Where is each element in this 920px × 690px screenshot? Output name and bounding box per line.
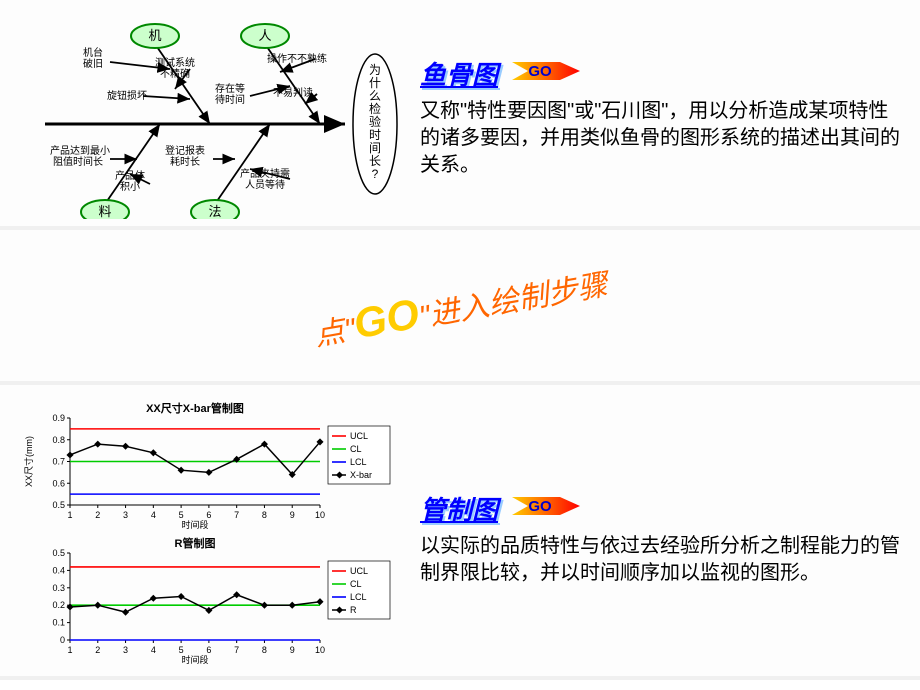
svg-text:检: 检 <box>369 101 381 116</box>
svg-text:9: 9 <box>290 510 295 520</box>
svg-text:10: 10 <box>315 645 325 655</box>
instruction-post: "进入绘制步骤 <box>416 268 609 334</box>
svg-text:登记报表: 登记报表 <box>165 144 205 157</box>
svg-text:么: 么 <box>369 89 381 103</box>
svg-text:0.2: 0.2 <box>52 600 65 610</box>
svg-text:0.6: 0.6 <box>52 478 65 488</box>
svg-text:3: 3 <box>123 510 128 520</box>
control-chart-panel: XX尺寸X-bar管制图0.50.60.70.80.912345678910时间… <box>0 385 920 680</box>
svg-text:机: 机 <box>148 28 161 43</box>
svg-text:0.4: 0.4 <box>52 565 65 575</box>
svg-text:为: 为 <box>369 63 381 77</box>
svg-text:1: 1 <box>67 645 72 655</box>
instruction-pre: 点" <box>312 312 358 352</box>
instruction-go: GO <box>350 289 423 347</box>
svg-text:7: 7 <box>234 645 239 655</box>
control-chart-description: 以实际的品质特性与依过去经验所分析之制程能力的管制界限比较，并以时间顺序加以监视… <box>420 533 900 587</box>
svg-text:产品夹持需: 产品夹持需 <box>240 167 290 180</box>
svg-text:X-bar: X-bar <box>350 470 372 480</box>
svg-text:?: ? <box>372 167 379 181</box>
svg-text:CL: CL <box>350 444 362 454</box>
svg-text:人: 人 <box>258 28 271 43</box>
svg-text:待时间: 待时间 <box>215 93 245 106</box>
svg-text:0.9: 0.9 <box>52 413 65 423</box>
control-chart-title: 管制图 <box>420 490 498 527</box>
svg-text:8: 8 <box>262 510 267 520</box>
control-charts: XX尺寸X-bar管制图0.50.60.70.80.912345678910时间… <box>20 400 400 670</box>
svg-text:LCL: LCL <box>350 457 367 467</box>
instruction-text: 点"GO"进入绘制步骤 <box>310 256 610 355</box>
svg-text:1: 1 <box>67 510 72 520</box>
svg-text:0: 0 <box>60 635 65 645</box>
svg-text:时间段: 时间段 <box>181 519 208 530</box>
svg-text:产品达到最小: 产品达到最小 <box>50 144 110 157</box>
svg-text:XX尺寸X-bar管制图: XX尺寸X-bar管制图 <box>146 401 244 415</box>
svg-text:6: 6 <box>206 645 211 655</box>
svg-text:5: 5 <box>179 645 184 655</box>
svg-text:什: 什 <box>369 76 381 90</box>
svg-text:人员等待: 人员等待 <box>245 178 285 191</box>
svg-text:0.3: 0.3 <box>52 583 65 593</box>
svg-text:阻值时间长: 阻值时间长 <box>53 155 103 168</box>
svg-text:2: 2 <box>95 645 100 655</box>
svg-text:0.7: 0.7 <box>52 457 65 467</box>
svg-text:9: 9 <box>290 645 295 655</box>
svg-text:测试系统: 测试系统 <box>155 56 195 69</box>
svg-text:6: 6 <box>206 510 211 520</box>
svg-text:不精确: 不精确 <box>160 67 190 80</box>
go-button-control-chart[interactable]: GO <box>510 491 586 526</box>
svg-text:10: 10 <box>315 510 325 520</box>
fishbone-panel: 为什么检验时间长? 机 人料 法 机台破旧 测试系统不精确旋钮损坏 操作不不熟练存在等待时间… <box>0 0 920 230</box>
svg-text:GO: GO <box>529 498 553 515</box>
svg-text:验: 验 <box>369 114 381 129</box>
control-chart-text-area: 管制图 GO 以实际的品质特性与依过去经验所分析之制程能力的管制界限比较，并以时… <box>420 490 900 587</box>
svg-text:机台: 机台 <box>83 46 103 59</box>
svg-text:CL: CL <box>350 579 362 589</box>
svg-text:时: 时 <box>369 128 381 142</box>
svg-text:操作不不熟练: 操作不不熟练 <box>267 52 327 65</box>
svg-text:旋钮损坏: 旋钮损坏 <box>107 89 147 102</box>
svg-text:法: 法 <box>208 204 221 219</box>
svg-text:GO: GO <box>529 63 553 80</box>
svg-text:破旧: 破旧 <box>83 57 103 70</box>
svg-text:产品体: 产品体 <box>115 169 145 182</box>
svg-text:2: 2 <box>95 510 100 520</box>
svg-text:8: 8 <box>262 645 267 655</box>
svg-text:R管制图: R管制图 <box>175 536 216 550</box>
go-button-fishbone[interactable]: GO <box>510 56 586 91</box>
svg-text:R: R <box>350 605 357 615</box>
svg-text:UCL: UCL <box>350 566 368 576</box>
svg-text:积小: 积小 <box>120 181 140 193</box>
svg-text:料: 料 <box>98 204 111 219</box>
svg-text:0.8: 0.8 <box>52 435 65 445</box>
svg-text:存在等: 存在等 <box>215 82 245 95</box>
fishbone-diagram: 为什么检验时间长?机人料法机台破旧测试系统不精确旋钮损坏操作不不熟练存在等待时间… <box>15 14 405 214</box>
instruction-panel: 点"GO"进入绘制步骤 <box>0 230 920 385</box>
svg-text:0.5: 0.5 <box>52 548 65 558</box>
svg-text:XX尺寸(mm): XX尺寸(mm) <box>23 436 34 487</box>
svg-text:UCL: UCL <box>350 431 368 441</box>
svg-text:LCL: LCL <box>350 592 367 602</box>
svg-text:长: 长 <box>369 154 381 168</box>
svg-text:时间段: 时间段 <box>181 654 208 665</box>
svg-text:3: 3 <box>123 645 128 655</box>
svg-text:7: 7 <box>234 510 239 520</box>
svg-text:4: 4 <box>151 645 156 655</box>
fishbone-description: 又称"特性要因图"或"石川图"，用以分析造成某项特性的诸多要因，并用类似鱼骨的图… <box>420 98 900 179</box>
svg-text:0.1: 0.1 <box>52 618 65 628</box>
svg-text:4: 4 <box>151 510 156 520</box>
fishbone-title: 鱼骨图 <box>420 55 498 92</box>
svg-text:间: 间 <box>369 141 381 155</box>
svg-text:0.5: 0.5 <box>52 500 65 510</box>
svg-text:5: 5 <box>179 510 184 520</box>
fishbone-text-area: 鱼骨图 GO 又称"特性要因图"或"石川图"，用以分析造成某项特性的诸多要因，并… <box>420 55 900 179</box>
svg-text:不易判读: 不易判读 <box>273 86 313 99</box>
svg-text:耗时长: 耗时长 <box>170 156 200 168</box>
